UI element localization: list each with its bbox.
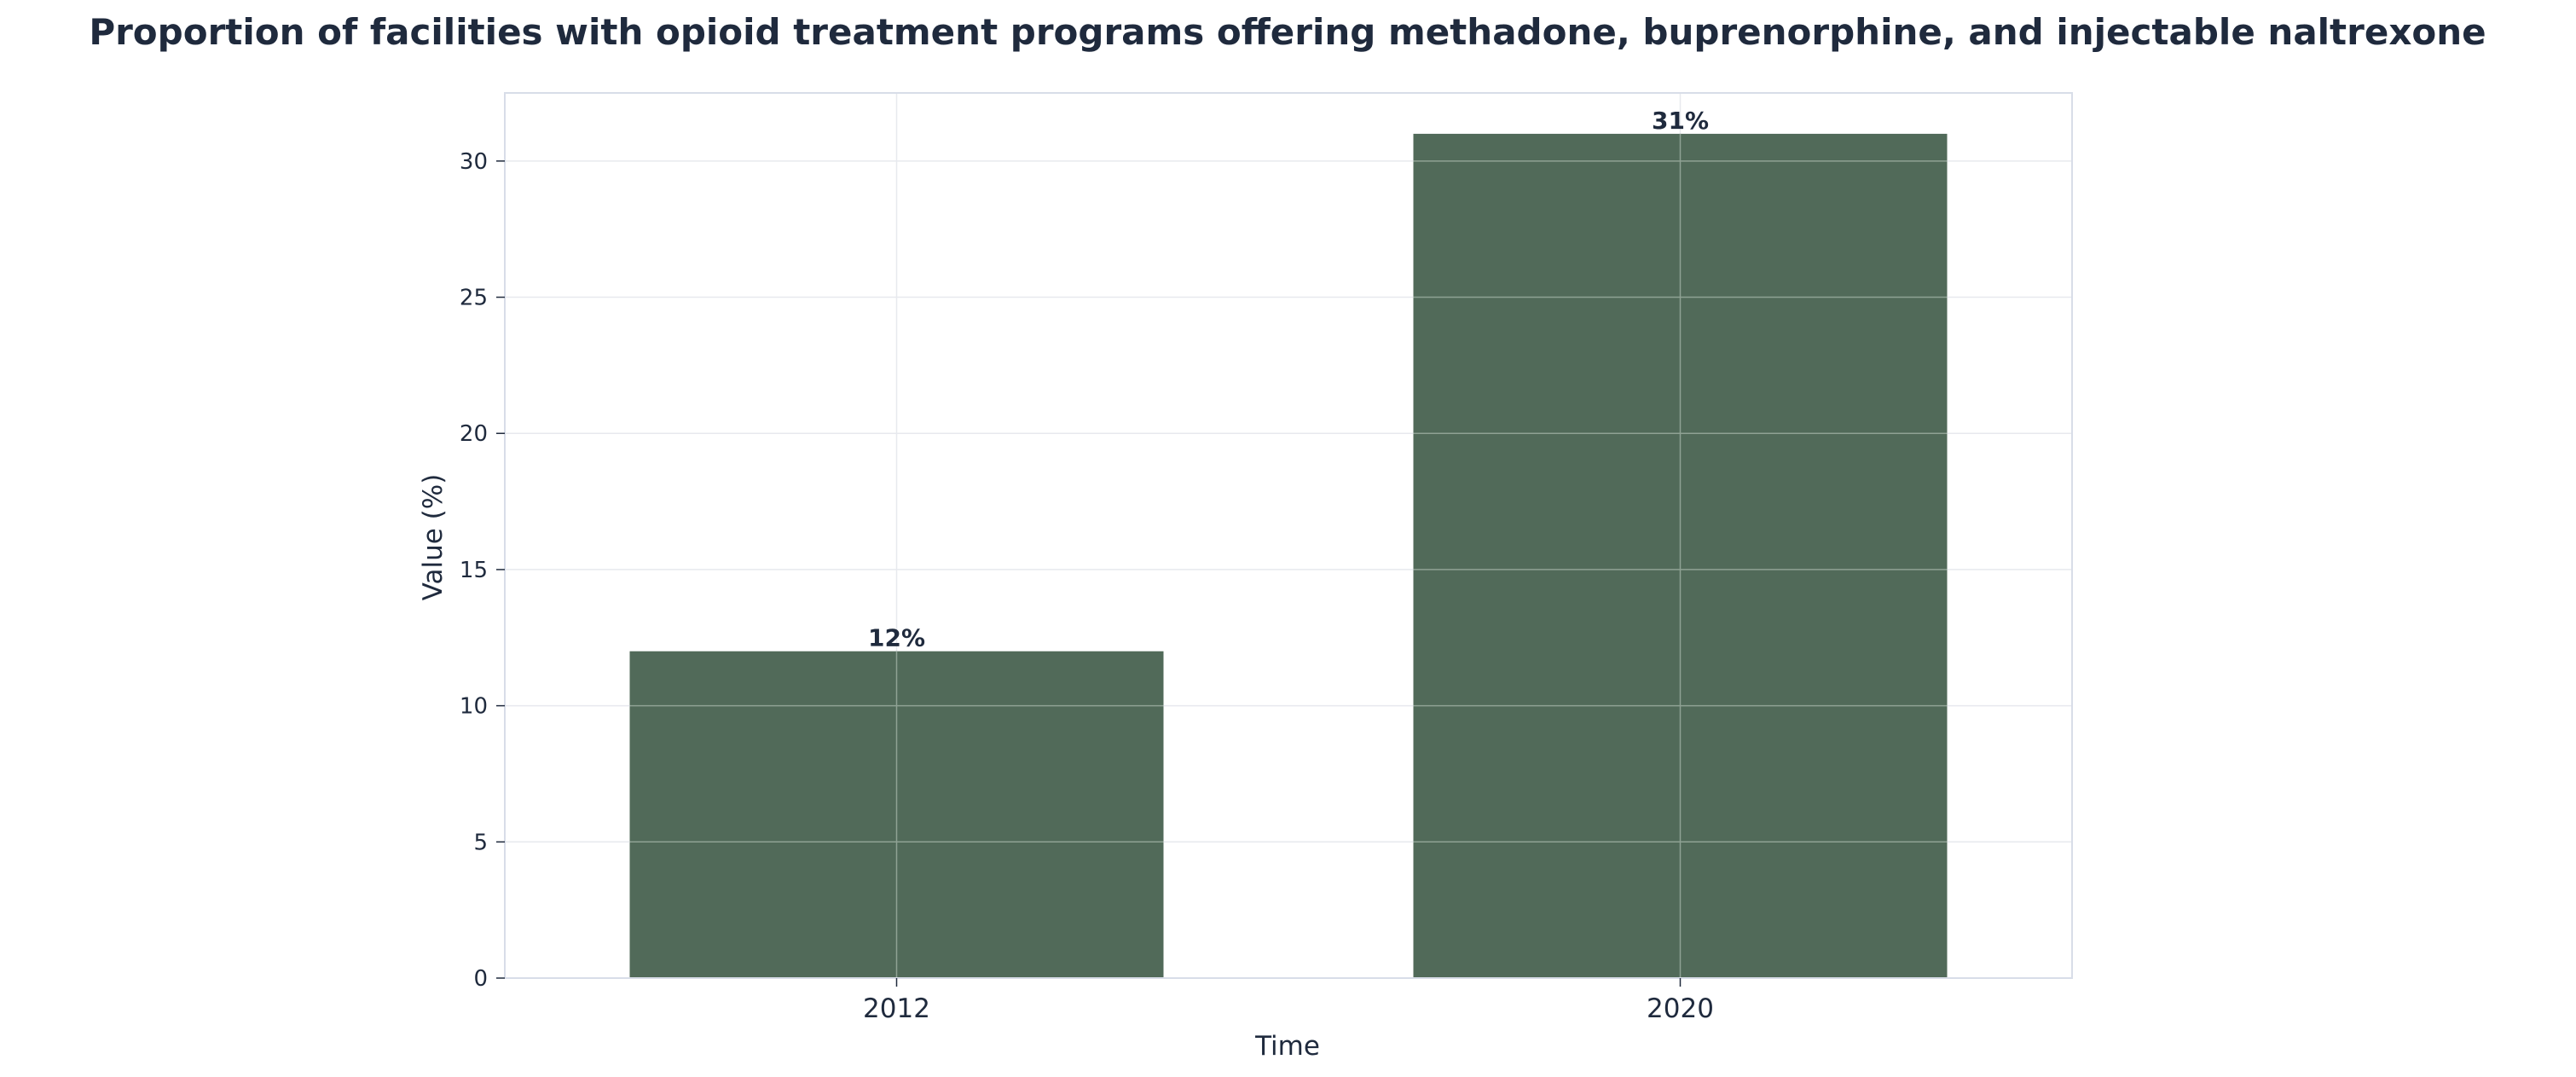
chart-title: Proportion of facilities with opioid tre… bbox=[89, 11, 2486, 53]
y-tick-label: 10 bbox=[460, 694, 488, 720]
y-tick-label: 0 bbox=[473, 966, 488, 992]
plot-frame bbox=[504, 92, 2073, 979]
y-tick-label: 5 bbox=[473, 830, 488, 855]
data-label: 31% bbox=[1652, 107, 1709, 135]
y-tick-label: 25 bbox=[460, 286, 488, 311]
bars bbox=[629, 133, 1948, 978]
y-tick-label: 30 bbox=[460, 149, 488, 175]
x-axis-ticks: 2012 2020 bbox=[863, 978, 1714, 1024]
y-axis-ticks: 0 5 10 15 20 25 30 bbox=[460, 149, 505, 992]
y-axis-label: Value (%) bbox=[418, 474, 449, 601]
data-labels: 12% 31% bbox=[868, 107, 1709, 652]
x-tick-label: 2012 bbox=[863, 993, 930, 1024]
x-tick-label: 2020 bbox=[1647, 993, 1714, 1024]
y-tick-label: 20 bbox=[460, 421, 488, 447]
y-tick-label: 15 bbox=[460, 558, 488, 583]
x-axis-label: Time bbox=[1254, 1031, 1320, 1062]
grid-lines-over-bars bbox=[629, 133, 1948, 978]
data-label: 12% bbox=[868, 624, 925, 652]
